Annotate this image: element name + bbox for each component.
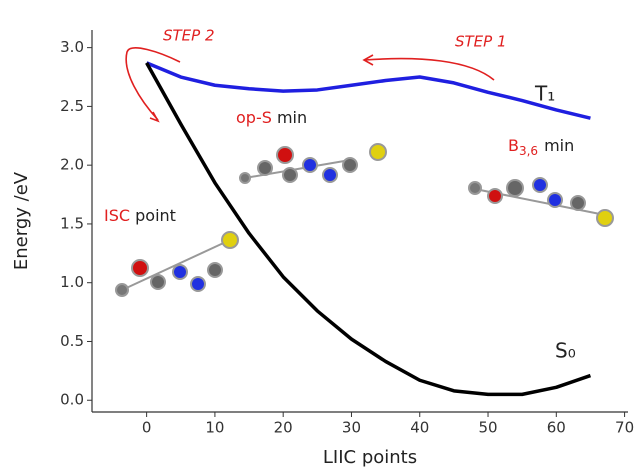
- atom: [469, 182, 481, 194]
- y-tick-label: 1.0: [60, 273, 84, 291]
- atom: [258, 161, 272, 175]
- atom: [240, 173, 250, 183]
- atom: [116, 284, 128, 296]
- atom: [222, 232, 238, 248]
- y-tick-label: 2.0: [60, 156, 84, 174]
- atom: [283, 168, 297, 182]
- annotation-part: 3,6: [519, 144, 538, 158]
- atom: [277, 147, 293, 163]
- atom: [370, 144, 386, 160]
- annotation-part: op-S: [236, 108, 272, 127]
- y-tick-label: 1.5: [60, 214, 84, 232]
- arrow: [365, 59, 494, 80]
- atom: [533, 178, 547, 192]
- atom: [597, 210, 613, 226]
- atom: [191, 277, 205, 291]
- x-tick-label: 70: [615, 419, 634, 437]
- x-tick-label: 10: [205, 419, 224, 437]
- x-axis-label: LIIC points: [323, 447, 417, 468]
- annotation-part: min: [277, 108, 307, 127]
- series-label: T₁: [534, 82, 555, 106]
- x-tick-label: 60: [547, 419, 566, 437]
- atom: [132, 260, 148, 276]
- x-tick-label: 40: [410, 419, 429, 437]
- annotation: op-S min: [236, 108, 307, 127]
- atom: [571, 196, 585, 210]
- annotation: B3,6 min: [508, 136, 574, 158]
- y-axis-label: Energy /eV: [11, 171, 32, 270]
- annotation: ISC point: [104, 206, 176, 225]
- molecules: [116, 144, 613, 296]
- line-series: [147, 63, 591, 394]
- chart: STEP 2 STEP 1 op-S min B3,6 min ISC point: [0, 0, 634, 473]
- atom: [507, 180, 523, 196]
- x-tick-label: 30: [342, 419, 361, 437]
- x-tick-label: 50: [478, 419, 497, 437]
- atom: [151, 275, 165, 289]
- step-label: STEP 2: [163, 27, 215, 45]
- annotation-part: ISC: [104, 206, 130, 225]
- x-tick-label: 0: [142, 419, 152, 437]
- atom: [173, 265, 187, 279]
- line-series: [147, 63, 591, 118]
- atom: [303, 158, 317, 172]
- y-tick-label: 3.0: [60, 38, 84, 56]
- y-tick-label: 0.0: [60, 391, 84, 409]
- annotation-part: point: [135, 206, 176, 225]
- step-arrows: [126, 48, 494, 121]
- y-tick-label: 2.5: [60, 97, 84, 115]
- x-tick-label: 20: [274, 419, 293, 437]
- step-label: STEP 1: [455, 33, 507, 51]
- atom: [208, 263, 222, 277]
- atom: [323, 168, 337, 182]
- atom: [343, 158, 357, 172]
- atom: [488, 189, 502, 203]
- y-tick-label: 0.5: [60, 332, 84, 350]
- series-label: S₀: [555, 339, 576, 363]
- atom: [548, 193, 562, 207]
- annotation-part: B: [508, 136, 519, 155]
- annotation-part: min: [544, 136, 574, 155]
